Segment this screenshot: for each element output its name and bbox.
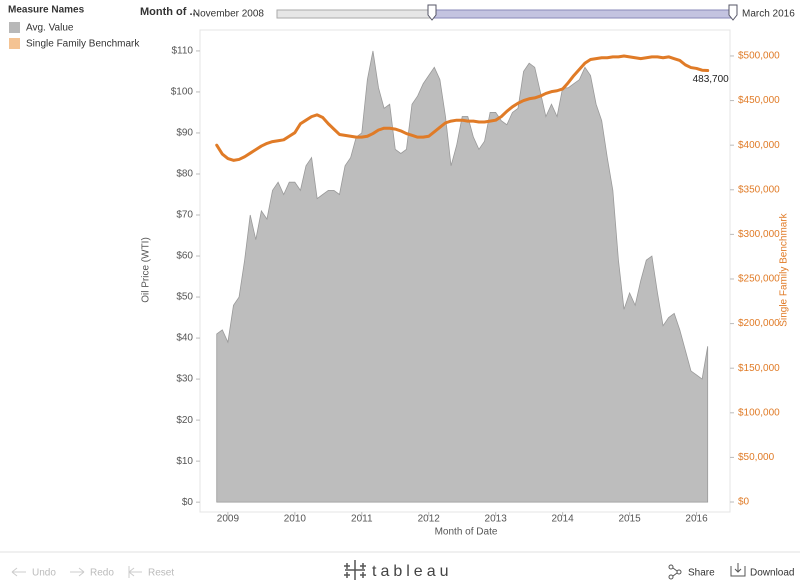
area xyxy=(216,50,709,503)
y2-tick-label: $450,000 xyxy=(738,95,780,106)
y2-tick-label: $500,000 xyxy=(738,51,780,62)
y2-tick-label: $350,000 xyxy=(738,184,780,195)
y-tick-label: $50 xyxy=(176,292,193,303)
x-tick-label: 2016 xyxy=(685,514,708,525)
y2-tick-label: $250,000 xyxy=(738,274,780,285)
x-axis-title: Month of Date xyxy=(435,527,498,538)
y2-tick-label: $150,000 xyxy=(738,363,780,374)
y2-tick-label: $200,000 xyxy=(738,318,780,329)
legend-swatch xyxy=(9,22,20,33)
legend-label: Single Family Benchmark xyxy=(26,39,140,50)
y-tick-label: $70 xyxy=(176,210,193,221)
y2-tick-label: $0 xyxy=(738,497,750,508)
x-tick-label: 2014 xyxy=(552,514,575,525)
y-tick-label: $20 xyxy=(176,415,193,426)
share-button[interactable]: Share xyxy=(688,568,715,579)
y-tick-label: $100 xyxy=(171,87,194,98)
x-tick-label: 2015 xyxy=(618,514,641,525)
y2-axis-title: Single Family Benchmark xyxy=(779,212,790,326)
legend: Avg. Value Single Family Benchmark xyxy=(9,22,140,50)
x-tick-label: 2010 xyxy=(284,514,307,525)
undo-button[interactable]: Undo xyxy=(32,568,56,579)
x-tick-label: 2009 xyxy=(217,514,240,525)
slider-handle[interactable] xyxy=(728,4,738,21)
download-icon[interactable] xyxy=(730,563,746,577)
y-tick-label: $60 xyxy=(176,251,193,262)
data-label: 483,700 xyxy=(693,74,730,85)
slider-range[interactable] xyxy=(431,9,734,19)
redo-icon[interactable] xyxy=(70,567,85,577)
reset-button[interactable]: Reset xyxy=(148,568,174,579)
y-tick-label: $110 xyxy=(171,46,193,57)
x-tick-label: 2011 xyxy=(351,514,373,525)
plot: 483,700 xyxy=(215,50,730,503)
y-tick-label: $80 xyxy=(176,169,193,180)
y-tick-label: $0 xyxy=(182,497,194,508)
legend-swatch xyxy=(9,38,20,49)
redo-button[interactable]: Redo xyxy=(90,568,114,579)
undo-icon[interactable] xyxy=(11,567,26,577)
y-axis-title: Oil Price (WTI) xyxy=(141,237,152,303)
slider-handle[interactable] xyxy=(427,4,437,21)
share-icon[interactable] xyxy=(668,564,682,580)
logo-icon xyxy=(344,560,366,580)
legend-label: Avg. Value xyxy=(26,23,74,34)
filter-end: March 2016 xyxy=(742,9,795,20)
logo-text: tableau xyxy=(372,563,453,580)
legend-title: Measure Names xyxy=(8,5,85,16)
x-tick-label: 2013 xyxy=(485,514,508,525)
y2-tick-label: $400,000 xyxy=(738,140,780,151)
filter-title: Month of ... xyxy=(140,6,199,18)
download-button[interactable]: Download xyxy=(750,568,794,579)
y-tick-label: $10 xyxy=(176,456,193,467)
filter-start: November 2008 xyxy=(193,9,265,20)
y2-tick-label: $100,000 xyxy=(738,407,780,418)
y-tick-label: $30 xyxy=(176,374,193,385)
reset-icon[interactable] xyxy=(128,566,142,578)
line xyxy=(215,54,710,162)
y-tick-label: $90 xyxy=(176,128,193,139)
y2-tick-label: $50,000 xyxy=(738,452,775,463)
y2-tick-label: $300,000 xyxy=(738,229,780,240)
x-tick-label: 2012 xyxy=(418,514,441,525)
y-tick-label: $40 xyxy=(176,333,193,344)
